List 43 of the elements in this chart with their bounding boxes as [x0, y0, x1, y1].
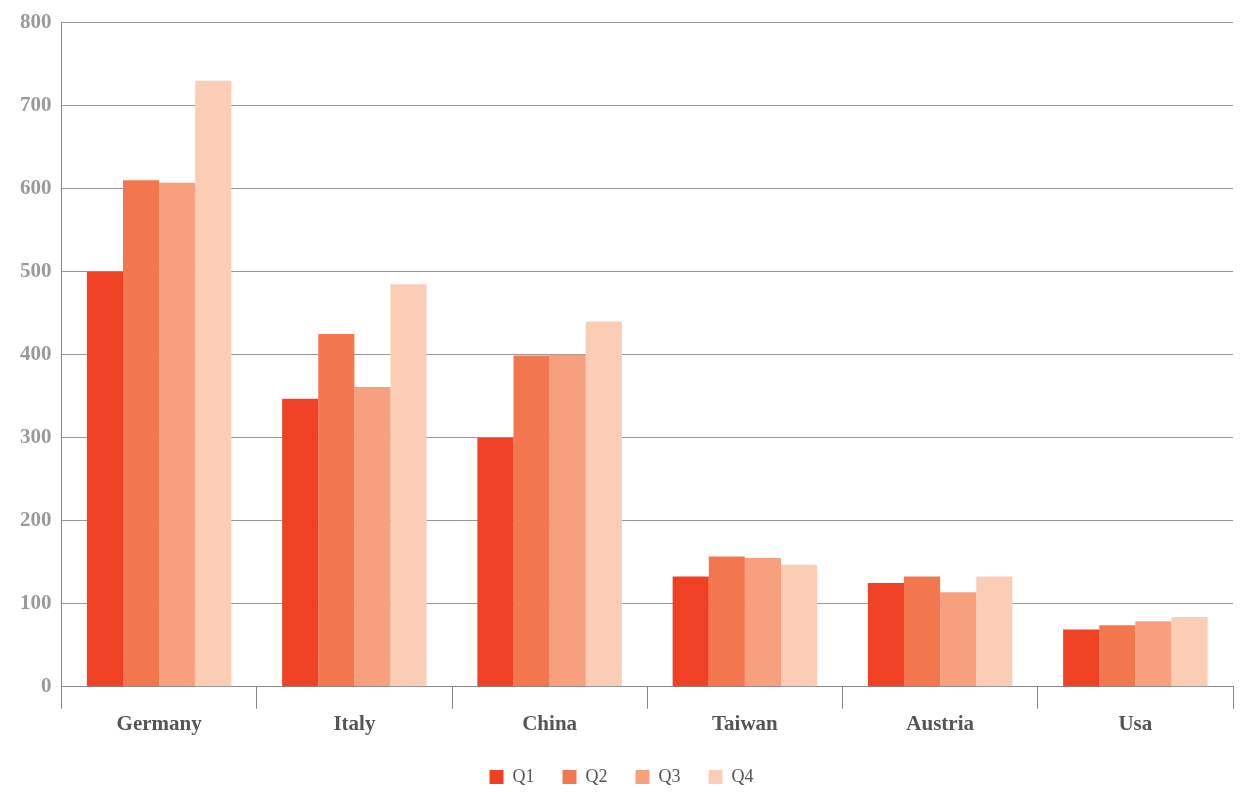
bar	[159, 182, 196, 687]
legend-label: Q3	[658, 765, 681, 786]
bar	[781, 564, 818, 687]
bar	[513, 355, 550, 687]
y-tick-label: 600	[20, 175, 52, 200]
legend-label: Q2	[585, 765, 608, 786]
x-tick-label: Usa	[1118, 710, 1153, 735]
y-tick-label: 500	[20, 258, 52, 283]
bar	[744, 558, 781, 687]
x-tick-label: Austria	[906, 710, 975, 735]
bar	[1063, 629, 1100, 687]
bar	[86, 271, 123, 687]
legend-label: Q4	[731, 765, 754, 786]
bar	[904, 576, 941, 687]
bar	[477, 437, 514, 687]
bar	[1099, 625, 1136, 687]
y-tick-label: 200	[20, 507, 52, 532]
y-tick-label: 0	[41, 673, 52, 698]
x-tick-label: China	[522, 710, 578, 735]
y-tick-label: 800	[20, 9, 52, 34]
bar	[123, 180, 160, 687]
bar	[282, 398, 319, 687]
y-tick-label: 400	[20, 341, 52, 366]
y-tick-label: 300	[20, 424, 52, 449]
bar	[195, 80, 232, 687]
bar	[549, 354, 586, 687]
bar	[867, 583, 904, 687]
x-tick-label: Italy	[333, 710, 376, 735]
bar	[708, 556, 745, 687]
bar	[672, 576, 709, 687]
x-tick-label: Germany	[116, 710, 203, 735]
bar	[390, 284, 427, 687]
bar	[1171, 617, 1208, 687]
bar	[1135, 621, 1172, 687]
bar	[354, 387, 391, 687]
bar	[940, 592, 977, 687]
y-tick-label: 700	[20, 92, 52, 117]
bar	[318, 333, 355, 687]
legend-label: Q1	[512, 765, 535, 786]
y-tick-label: 100	[20, 590, 52, 615]
bar	[976, 576, 1013, 687]
bar	[585, 321, 622, 687]
x-tick-label: Taiwan	[711, 710, 779, 735]
